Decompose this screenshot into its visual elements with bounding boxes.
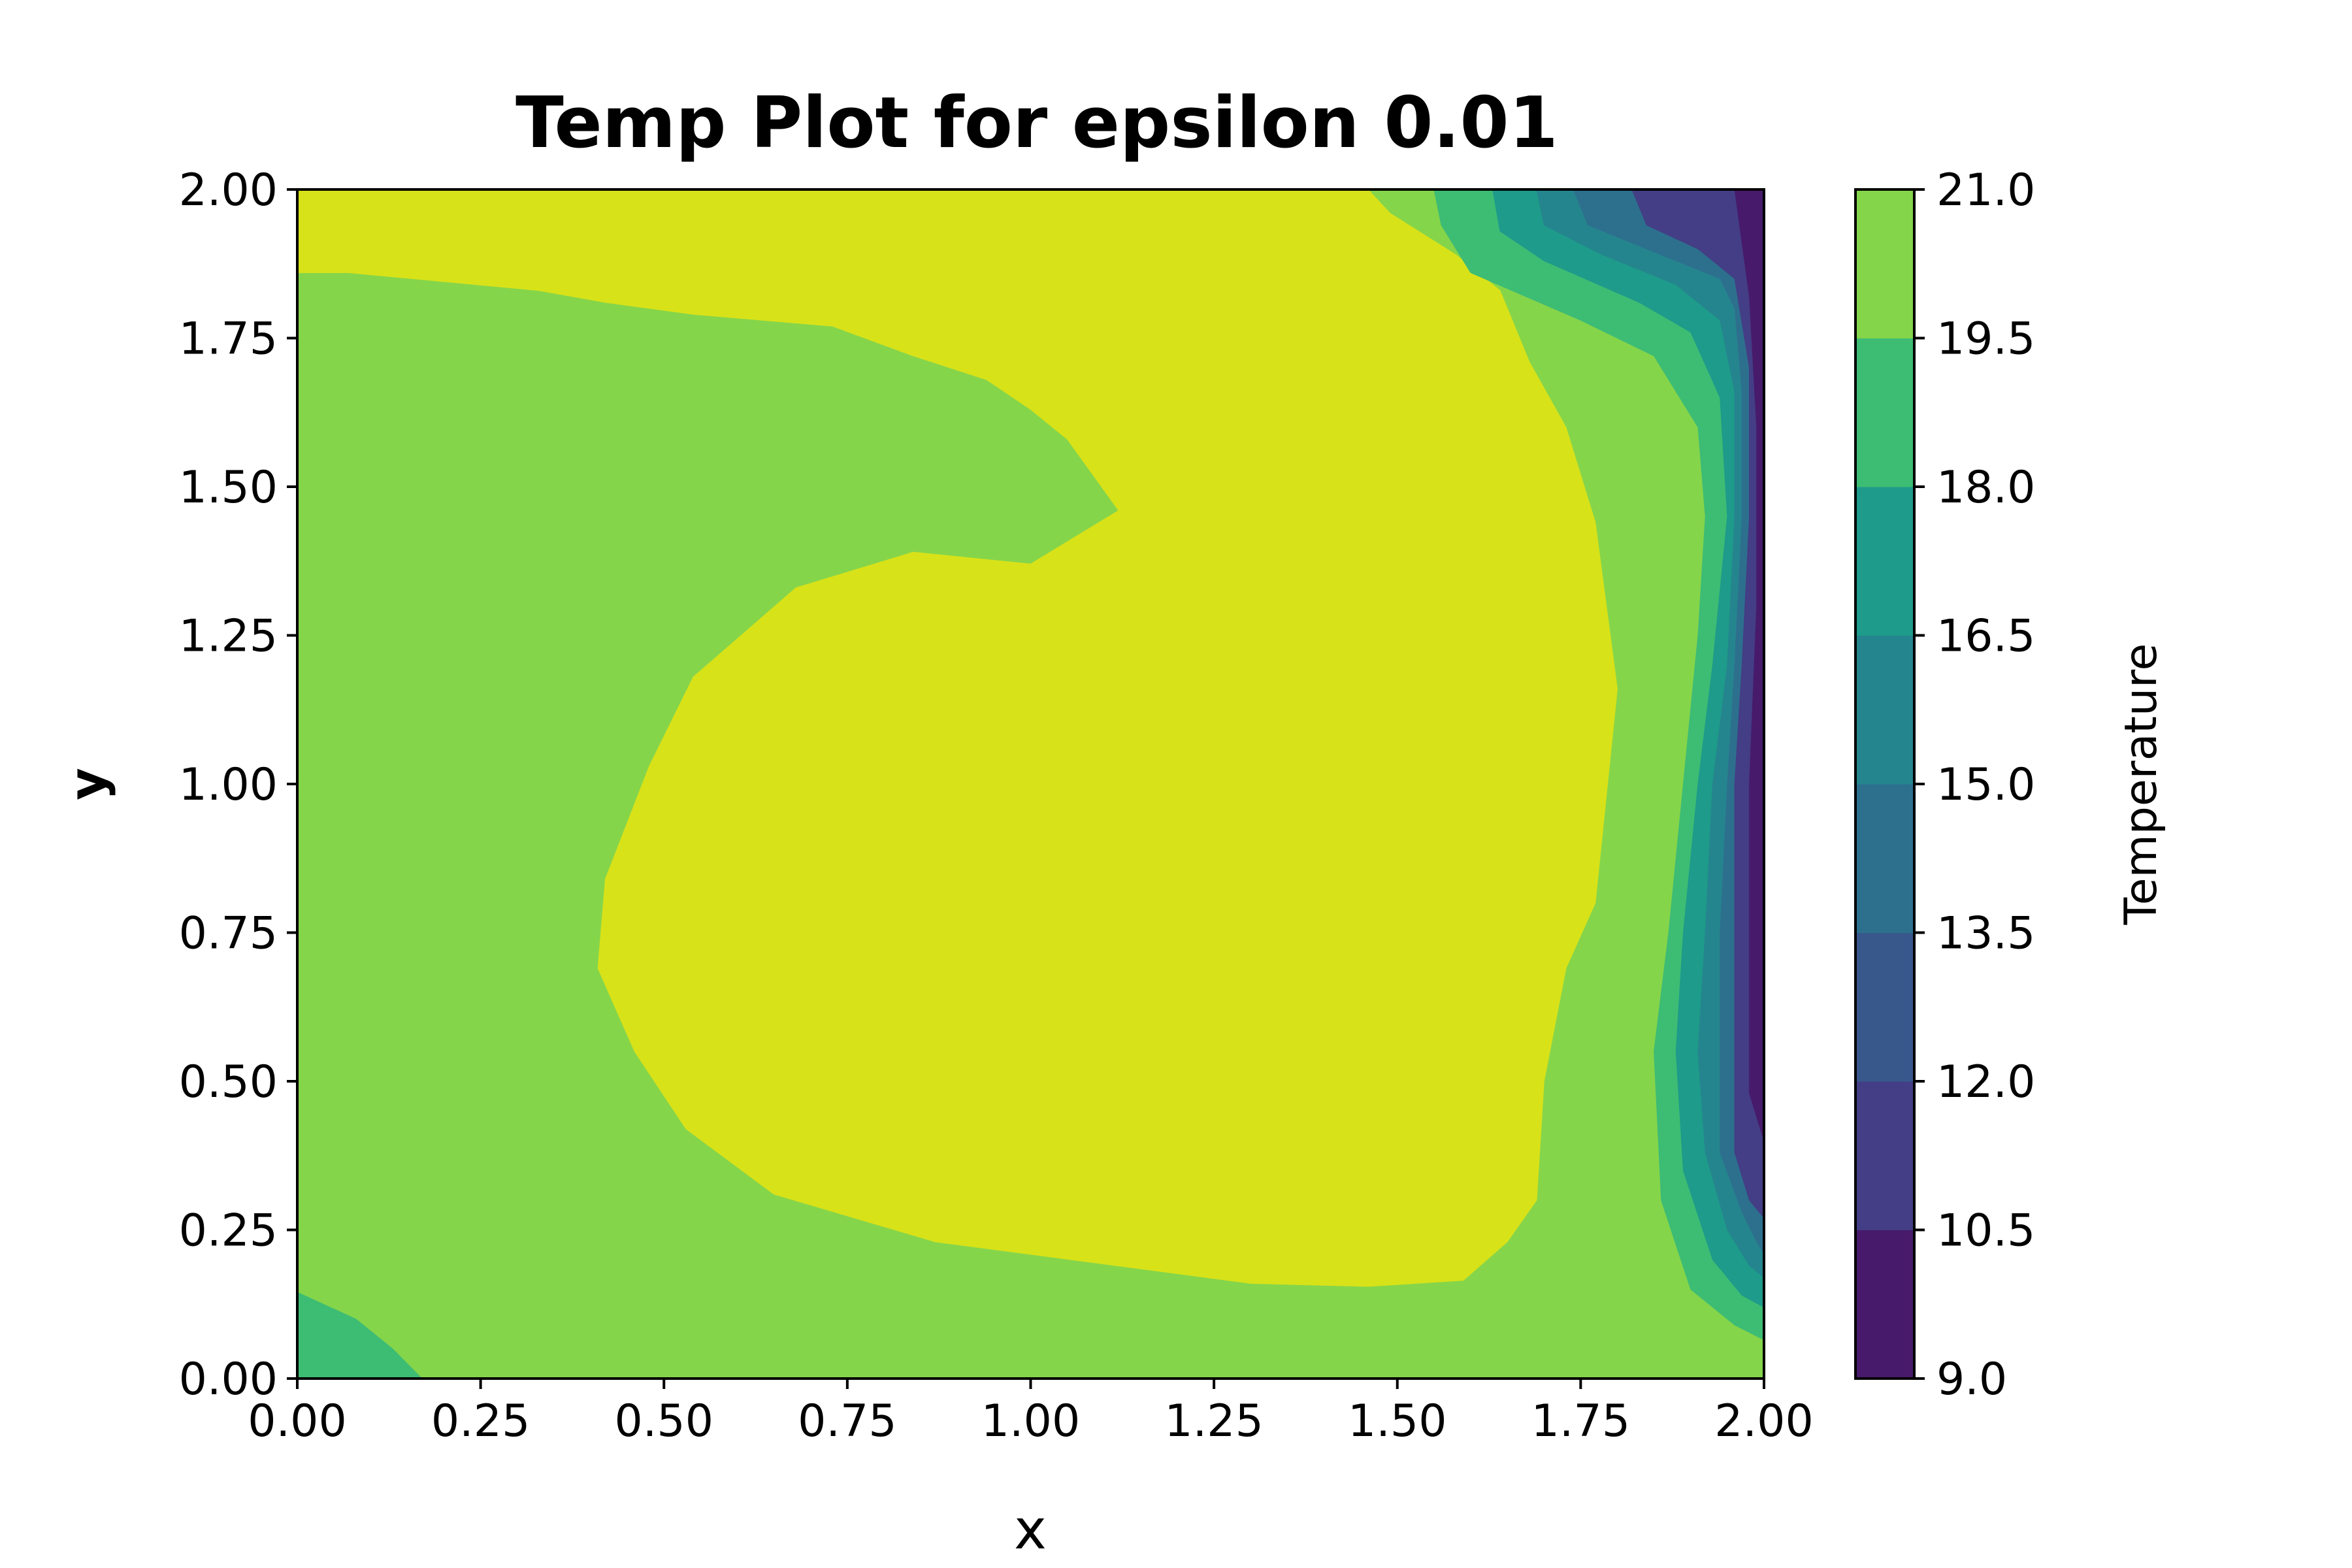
colorbar-band [1855, 635, 1914, 785]
colorbar-tick-label: 13.5 [1936, 908, 2035, 960]
colorbar-band [1855, 932, 1914, 1082]
y-tick-label: 0.00 [179, 1354, 278, 1405]
y-tick-label: 1.75 [179, 314, 278, 365]
colorbar-band [1855, 1081, 1914, 1230]
colorbar-band [1855, 487, 1914, 636]
colorbar-label: Temperature [2115, 644, 2167, 926]
colorbar-band [1855, 784, 1914, 933]
colorbar-band [1855, 338, 1914, 487]
contour-regions [297, 189, 1765, 1379]
colorbar-tick-label: 18.0 [1936, 462, 2035, 514]
x-tick-label: 1.50 [1348, 1396, 1446, 1447]
y-tick-label: 0.25 [179, 1205, 278, 1257]
x-tick-label: 0.75 [798, 1396, 896, 1447]
contour-region-4 [1536, 189, 1765, 1279]
y-tick-label: 1.50 [179, 462, 278, 514]
y-tick-label: 0.50 [179, 1056, 278, 1108]
y-tick-label: 1.00 [179, 759, 278, 811]
colorbar-tick-label: 10.5 [1936, 1205, 2035, 1257]
colorbar-tick-label: 12.0 [1936, 1056, 2035, 1108]
colorbar: 9.0 10.5 12.0 13.5 15.0 16.5 18.0 19.5 21.0 Temp… [1854, 165, 2167, 1405]
x-tick-label: 0.25 [431, 1396, 530, 1447]
contour-region-3 [1492, 189, 1765, 1308]
colorbar-band [1855, 1230, 1914, 1379]
colorbar-tick-label: 15.0 [1936, 759, 2035, 811]
colorbar-tick-label: 19.5 [1936, 314, 2035, 365]
chart-title: Temp Plot for epsilon 0.01 [515, 82, 1558, 164]
x-tick-label: 1.25 [1164, 1396, 1263, 1447]
colorbar-tick-label: 9.0 [1936, 1354, 2007, 1405]
colorbar-band [1855, 189, 1914, 338]
contour-region-0 [297, 189, 1618, 1287]
y-axis: 0.00 0.25 0.50 0.75 1.00 1.25 1.50 1.75 2.00 [179, 165, 297, 1405]
x-tick-label: 1.00 [981, 1396, 1080, 1447]
y-tick-label: 2.00 [179, 165, 278, 216]
x-tick-label: 0.00 [248, 1396, 346, 1447]
plot-area [296, 188, 1765, 1380]
colorbar-ticks: 9.0 10.5 12.0 13.5 15.0 16.5 18.0 19.5 21.0 [1914, 165, 2035, 1405]
y-tick-label: 1.25 [179, 611, 278, 662]
colorbar-tick-label: 21.0 [1936, 165, 2035, 216]
y-axis-label: y [58, 768, 116, 800]
colorbar-tick-label: 16.5 [1936, 611, 2035, 662]
x-tick-label: 2.00 [1714, 1396, 1813, 1447]
x-axis-label: x [1014, 1497, 1047, 1561]
x-tick-label: 0.50 [615, 1396, 713, 1447]
x-tick-label: 1.75 [1531, 1396, 1630, 1447]
x-axis: 0.00 0.25 0.50 0.75 1.00 1.25 1.50 1.75 2.00 [248, 1379, 1814, 1447]
colorbar-bands [1855, 189, 1914, 1379]
y-tick-label: 0.75 [179, 908, 278, 960]
